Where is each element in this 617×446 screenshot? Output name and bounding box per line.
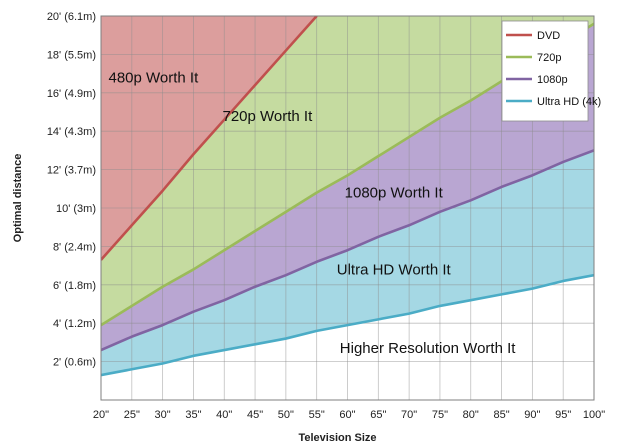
x-tick-label: 80": [463, 409, 479, 421]
x-tick-label: 30": [155, 409, 171, 421]
x-tick-label: 55": [309, 409, 325, 421]
x-tick-label: 75": [432, 409, 448, 421]
y-tick-label: 18' (5.5m): [47, 49, 96, 61]
y-tick-label: 2' (0.6m): [53, 357, 96, 369]
x-tick-label: 35": [185, 409, 201, 421]
legend-label-ultra-hd-4k: Ultra HD (4k): [537, 96, 601, 108]
annotation-720p-worth-it: 720p Worth It: [222, 108, 313, 125]
y-axis-title: Optimal distance: [12, 154, 24, 243]
y-tick-label: 14' (4.3m): [47, 126, 96, 138]
y-tick-label: 12' (3.7m): [47, 165, 96, 177]
axes: 20" 25" 30" 35" 40" 45" 50" 55" 60" 65" 70" 75" 80" 8…: [12, 11, 605, 444]
x-tick-label: 85": [493, 409, 509, 421]
y-tick-label: 8' (2.4m): [53, 241, 96, 253]
x-tick-label: 25": [124, 409, 140, 421]
x-tick-label: 45": [247, 409, 263, 421]
legend-label-dvd: DVD: [537, 30, 560, 42]
x-axis-title: Television Size: [298, 432, 376, 444]
y-tick-label: 4' (1.2m): [53, 318, 96, 330]
legend-label-1080p: 1080p: [537, 74, 568, 86]
series-line-1080p: [101, 149, 594, 352]
x-tick-label: 65": [370, 409, 386, 421]
legend-box: [501, 20, 589, 122]
x-tick-label: 70": [401, 409, 417, 421]
legend: DVD 720p 1080p Ultra HD (4k): [501, 20, 601, 122]
y-tick-label: 10' (3m): [56, 203, 96, 215]
series-line-dvd: [101, 16, 318, 261]
plot-border: [100, 15, 595, 401]
region-annotations: 480p Worth It 720p Worth It 1080p Worth It…: [108, 69, 516, 357]
annotation-ultra-hd-worth-it: Ultra HD Worth It: [337, 261, 452, 278]
annotation-480p-worth-it: 480p Worth It: [108, 69, 199, 86]
series-line-ultra-hd-4k: [101, 273, 594, 377]
x-tick-label: 90": [524, 409, 540, 421]
x-tick-label: 100": [583, 409, 605, 421]
x-tick-label: 60": [339, 409, 355, 421]
y-tick-label: 16' (4.9m): [47, 88, 96, 100]
annotation-1080p-worth-it: 1080p Worth It: [345, 185, 444, 202]
x-tick-label: 40": [216, 409, 232, 421]
y-tick-label: 20' (6.1m): [47, 11, 96, 23]
legend-label-720p: 720p: [537, 52, 561, 64]
annotation-higher-resolution-worth-it: Higher Resolution Worth It: [340, 340, 516, 357]
x-tick-label: 20": [93, 409, 109, 421]
x-tick-label: 95": [555, 409, 571, 421]
x-tick-label: 50": [278, 409, 294, 421]
y-tick-label: 6' (1.8m): [53, 280, 96, 292]
